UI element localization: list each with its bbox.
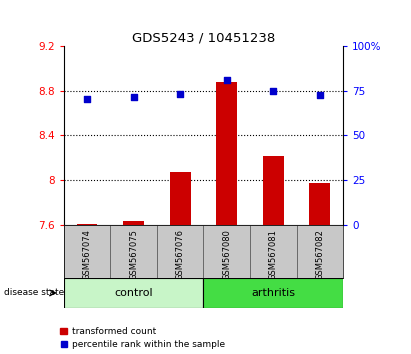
Point: [224, 77, 230, 83]
Title: GDS5243 / 10451238: GDS5243 / 10451238: [132, 32, 275, 45]
Bar: [64, 225, 110, 278]
Bar: [157, 225, 203, 278]
Point: [316, 92, 323, 98]
Bar: [110, 225, 157, 278]
Bar: [250, 225, 297, 278]
Bar: [203, 278, 343, 308]
Bar: [263, 155, 284, 225]
Text: GSM567081: GSM567081: [269, 229, 278, 280]
Bar: [64, 278, 203, 308]
Point: [130, 95, 137, 100]
Text: GSM567080: GSM567080: [222, 229, 231, 280]
Bar: [203, 225, 250, 278]
Bar: [76, 224, 97, 225]
Text: GSM567074: GSM567074: [83, 229, 92, 280]
Point: [177, 91, 183, 97]
Bar: [216, 82, 237, 225]
Point: [84, 96, 90, 101]
Text: GSM567076: GSM567076: [175, 229, 185, 280]
Text: disease state: disease state: [4, 289, 65, 297]
Legend: transformed count, percentile rank within the sample: transformed count, percentile rank withi…: [60, 327, 225, 349]
Text: arthritis: arthritis: [251, 288, 296, 298]
Bar: [297, 225, 343, 278]
Point: [270, 88, 277, 93]
Bar: [170, 172, 191, 225]
Bar: [123, 222, 144, 225]
Bar: [309, 183, 330, 225]
Text: control: control: [114, 288, 153, 298]
Text: GSM567082: GSM567082: [315, 229, 324, 280]
Text: GSM567075: GSM567075: [129, 229, 138, 280]
